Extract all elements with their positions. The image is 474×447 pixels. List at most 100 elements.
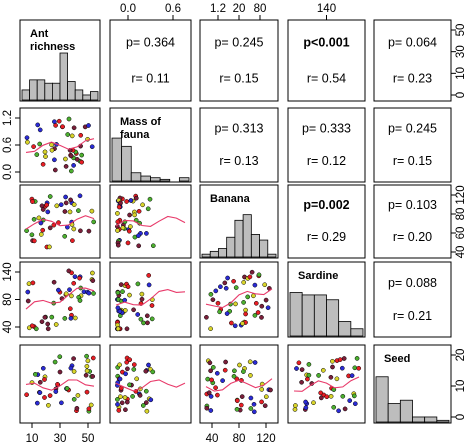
data-point (265, 305, 271, 311)
data-point (84, 368, 90, 374)
data-point (293, 403, 298, 408)
data-point (47, 225, 53, 231)
data-point (145, 206, 151, 212)
correlation-cell: p= 0.103 r= 0.20 (388, 198, 437, 244)
data-point (89, 144, 95, 150)
data-point (56, 287, 61, 293)
p-value: p= 0.064 (388, 36, 437, 50)
data-point (208, 408, 214, 413)
data-point (86, 290, 92, 296)
data-point (352, 365, 358, 371)
data-point (259, 387, 265, 392)
data-point (204, 314, 209, 320)
data-point (71, 226, 77, 232)
histogram-bar (267, 253, 277, 258)
histogram-bar (399, 399, 413, 423)
correlation-cell: p= 0.364 r= 0.11 (126, 36, 175, 86)
histogram-bar (140, 175, 151, 182)
scatter-r4-c0 (24, 353, 96, 414)
left-tick-label: 0.0 (2, 164, 14, 180)
data-point (38, 232, 44, 237)
data-point (320, 367, 326, 373)
panel-frame-r2-c2 (199, 184, 279, 259)
scatter-r3-c2 (204, 269, 273, 332)
correlation-cell: p= 0.313 r= 0.13 (214, 121, 263, 168)
data-point (217, 309, 222, 315)
histogram-bar (130, 172, 142, 182)
data-point (72, 315, 78, 321)
panel-frame-r1-c3 (287, 107, 366, 183)
data-point (259, 303, 265, 309)
data-point (43, 154, 48, 159)
right-tick-label: 60 (455, 227, 467, 240)
r-value: r= 0.20 (393, 230, 432, 244)
data-point (51, 279, 57, 285)
data-point (71, 369, 77, 374)
right-tick-label: 20 (455, 349, 467, 362)
data-point (215, 392, 220, 398)
data-point (42, 377, 47, 382)
data-point (146, 362, 151, 368)
data-point (36, 215, 42, 221)
data-point (77, 193, 83, 199)
data-point (252, 313, 258, 318)
bottom-tick-label: 80 (233, 433, 246, 445)
data-point (68, 153, 74, 159)
data-point (45, 321, 51, 327)
correlation-cell: p= 0.245 r= 0.15 (388, 121, 437, 168)
histogram-bar (301, 294, 315, 337)
data-point (118, 282, 124, 287)
data-point (63, 291, 69, 297)
data-point (69, 133, 75, 139)
data-point (67, 287, 72, 293)
data-point (347, 398, 353, 403)
data-point (60, 124, 65, 130)
histogram-bar (338, 321, 352, 337)
data-point (341, 356, 347, 361)
histogram-bar (289, 292, 303, 337)
data-point (125, 240, 131, 246)
histogram-bar (326, 299, 340, 337)
data-point (234, 398, 240, 404)
data-point (349, 373, 355, 378)
data-point (131, 307, 136, 313)
data-point (63, 200, 69, 206)
data-point (146, 273, 152, 278)
smooth-line (115, 379, 186, 392)
data-point (229, 320, 234, 326)
top-tick-label: 20 (233, 3, 246, 15)
data-point (79, 152, 85, 158)
data-point (252, 282, 258, 288)
data-point (206, 390, 212, 396)
data-point (330, 364, 335, 370)
data-point (76, 208, 81, 213)
data-point (31, 238, 37, 244)
data-point (209, 377, 214, 383)
data-point (231, 278, 236, 284)
data-point (294, 366, 299, 371)
data-point (316, 373, 321, 378)
data-point (65, 132, 71, 137)
panel-frame-r1-c2 (199, 107, 279, 183)
panel-frame-r2-c0 (19, 184, 101, 259)
data-point (78, 132, 84, 138)
data-point (339, 365, 345, 371)
data-point (150, 243, 156, 249)
data-point (233, 301, 238, 307)
data-point (86, 228, 92, 234)
variable-label: Sardine (298, 270, 338, 282)
data-point (213, 288, 219, 294)
data-point (33, 326, 39, 332)
data-point (40, 161, 46, 167)
data-point (53, 322, 59, 327)
data-point (148, 397, 154, 403)
p-value: p= 0.088 (388, 276, 437, 290)
data-point (79, 159, 85, 165)
data-point (29, 232, 35, 238)
data-point (334, 376, 340, 382)
data-point (137, 393, 143, 398)
data-point (37, 127, 43, 133)
scatter-r1-c0 (24, 116, 95, 174)
data-point (243, 307, 248, 313)
